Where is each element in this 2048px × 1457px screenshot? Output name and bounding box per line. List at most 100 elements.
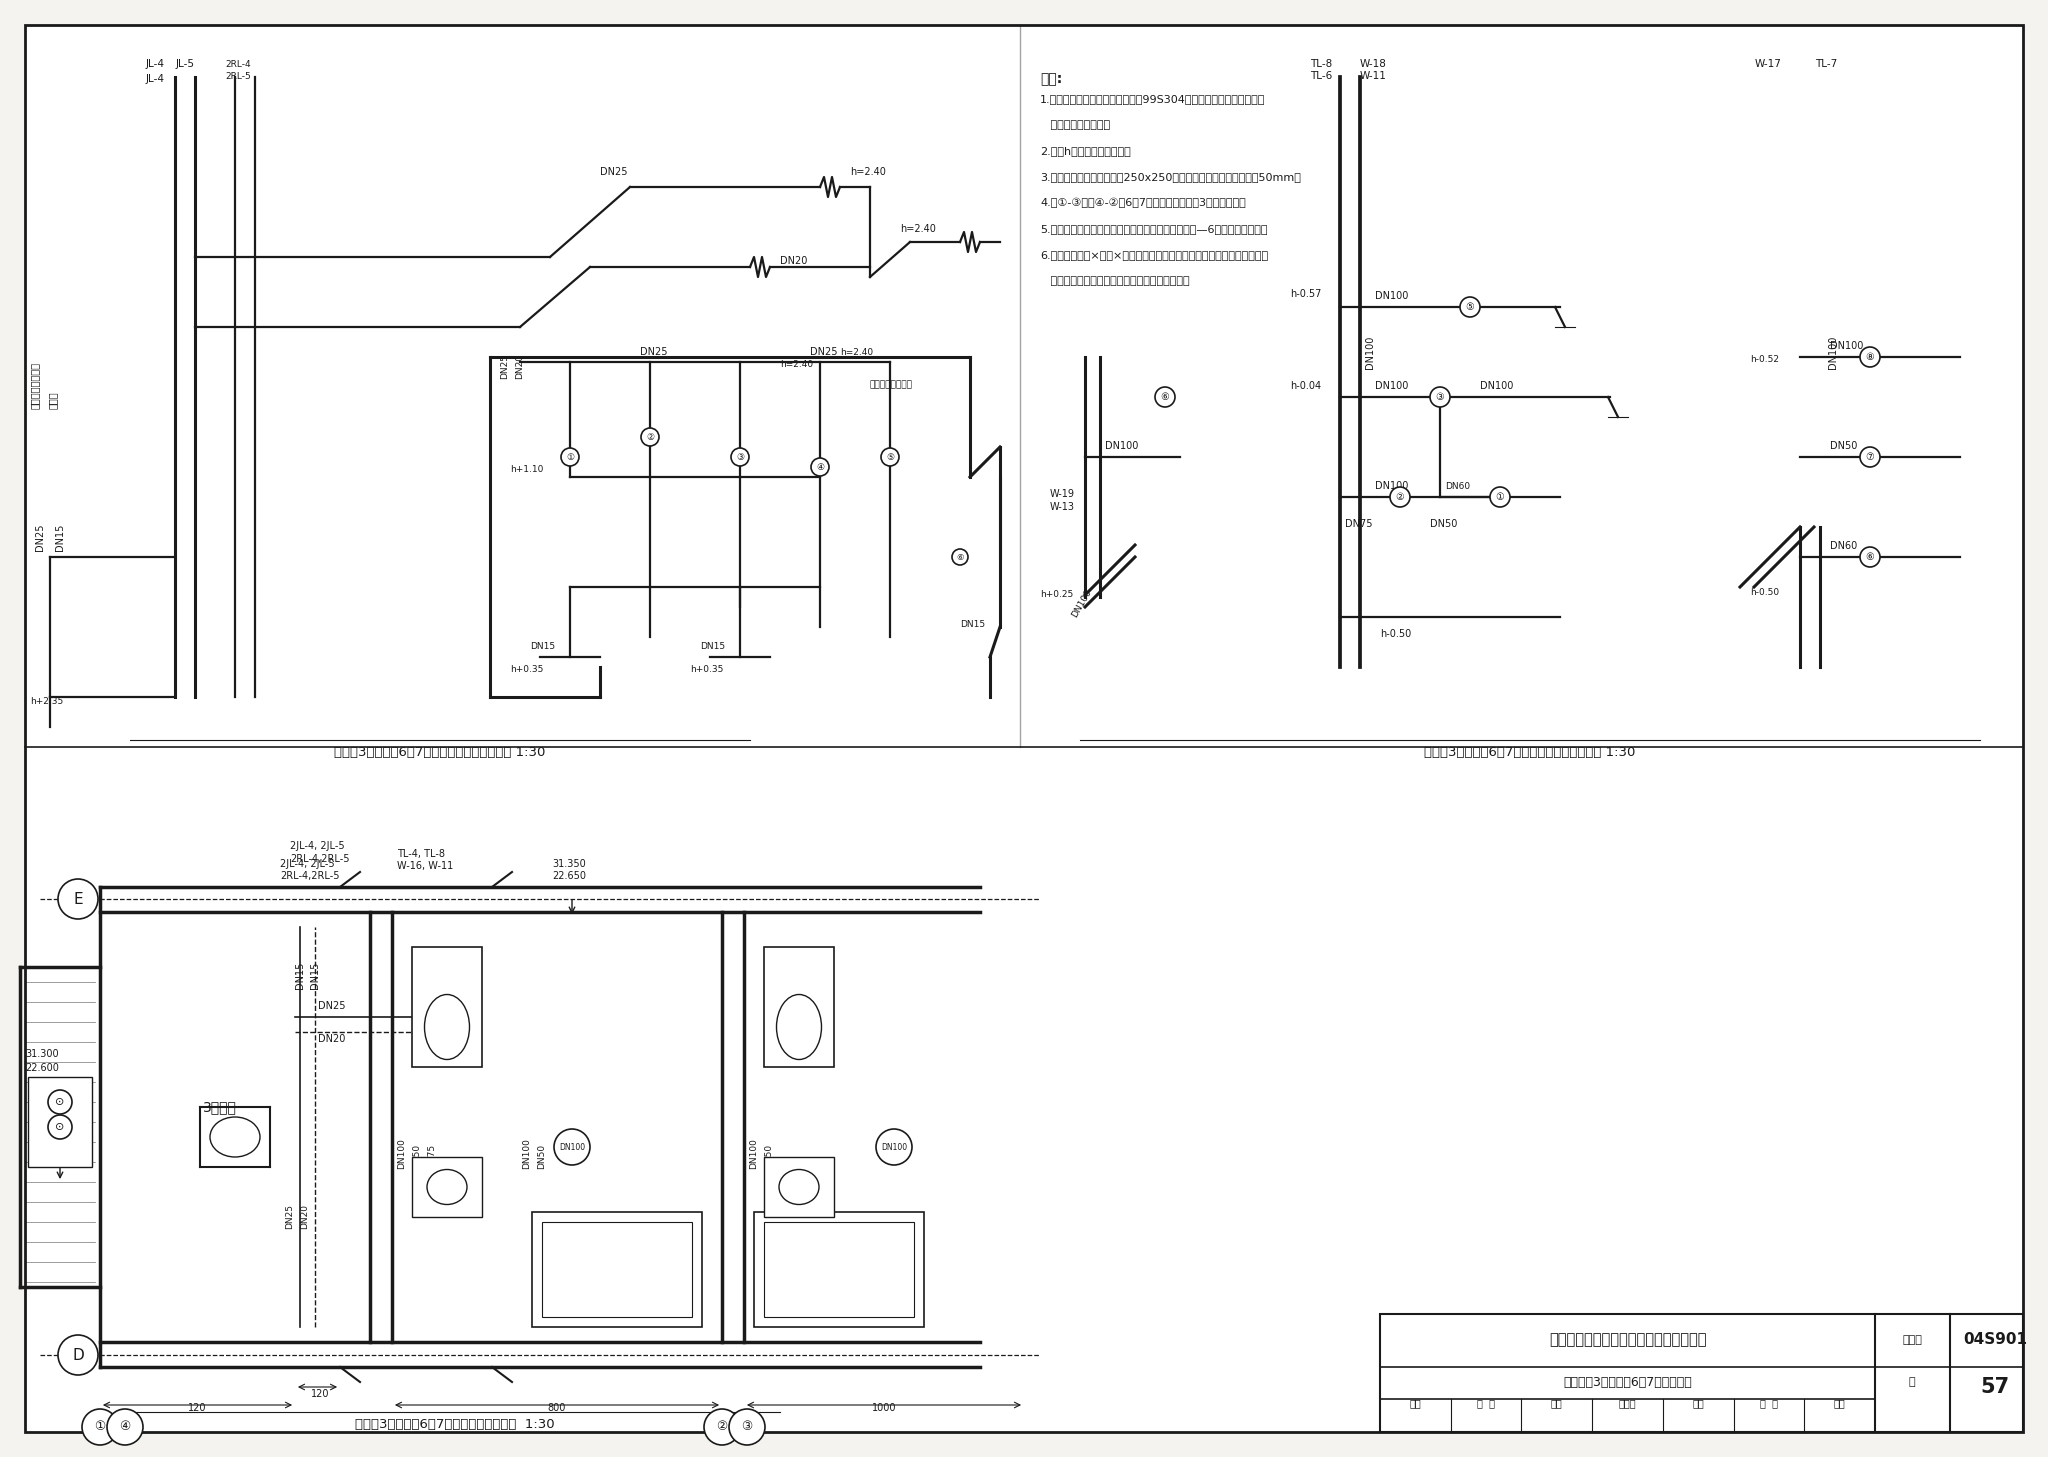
Text: 设计: 设计 xyxy=(1692,1397,1704,1407)
Text: DN60: DN60 xyxy=(1446,482,1470,491)
Text: 审核: 审核 xyxy=(1409,1397,1421,1407)
Circle shape xyxy=(1860,347,1880,367)
Text: （丙一型3号厨房、6、7号卫生间）: （丙一型3号厨房、6、7号卫生间） xyxy=(1563,1375,1692,1389)
Ellipse shape xyxy=(778,1170,819,1205)
Text: 图集号: 图集号 xyxy=(1903,1335,1921,1345)
Text: 校对: 校对 xyxy=(1550,1397,1563,1407)
Circle shape xyxy=(729,1409,766,1445)
Text: JL-5: JL-5 xyxy=(176,58,195,68)
Text: 2JL-4, 2JL-5: 2JL-4, 2JL-5 xyxy=(281,860,334,868)
Text: DN20: DN20 xyxy=(299,1203,309,1230)
Ellipse shape xyxy=(211,1118,260,1157)
Bar xyxy=(754,1212,924,1327)
Bar xyxy=(764,1222,913,1317)
Bar xyxy=(29,1077,92,1167)
Text: DN100: DN100 xyxy=(522,1138,530,1169)
Text: DN50: DN50 xyxy=(1831,441,1858,452)
Text: DN15: DN15 xyxy=(961,621,985,629)
Ellipse shape xyxy=(426,1170,467,1205)
Text: DN15: DN15 xyxy=(530,643,555,651)
Circle shape xyxy=(555,1129,590,1166)
Text: ③: ③ xyxy=(1436,392,1444,402)
Text: 57: 57 xyxy=(1980,1377,2009,1397)
Text: h-0.50: h-0.50 xyxy=(1380,629,1411,640)
Circle shape xyxy=(811,457,829,476)
Text: DN100: DN100 xyxy=(1374,380,1409,390)
Text: ③: ③ xyxy=(741,1421,752,1434)
Text: 800: 800 xyxy=(547,1403,565,1413)
Text: 周  断: 周 断 xyxy=(1759,1397,1778,1407)
Text: E: E xyxy=(74,892,82,906)
Text: 制图: 制图 xyxy=(1833,1397,1845,1407)
Text: DN15: DN15 xyxy=(295,962,305,989)
Text: ⊙: ⊙ xyxy=(55,1122,66,1132)
Text: h+0.25: h+0.25 xyxy=(1040,590,1073,599)
Text: DN75: DN75 xyxy=(426,1144,436,1169)
Text: DN100: DN100 xyxy=(1106,441,1139,452)
Text: 1000: 1000 xyxy=(872,1403,897,1413)
Text: ②: ② xyxy=(645,433,653,441)
Text: ⑤: ⑤ xyxy=(1466,302,1475,312)
Text: 2RL-4,2RL-5: 2RL-4,2RL-5 xyxy=(291,854,350,864)
Text: DN20: DN20 xyxy=(317,1034,346,1045)
Text: ④: ④ xyxy=(815,462,823,472)
Text: DN100: DN100 xyxy=(750,1138,758,1169)
Circle shape xyxy=(1391,487,1409,507)
Text: 6号卫生间: 6号卫生间 xyxy=(539,1281,575,1294)
Text: DN100: DN100 xyxy=(1069,587,1094,619)
Text: 04S901: 04S901 xyxy=(1962,1333,2028,1348)
Text: 知设计按对相应尺寸进行按装情况后再行施工。: 知设计按对相应尺寸进行按装情况后再行施工。 xyxy=(1040,275,1190,286)
Text: DN50: DN50 xyxy=(1430,519,1458,529)
Text: 4.轴①-③与轴④-②的6、7号卫生间，丙一型3号厨房对齐。: 4.轴①-③与轴④-②的6、7号卫生间，丙一型3号厨房对齐。 xyxy=(1040,198,1245,208)
Text: DN20: DN20 xyxy=(780,256,807,267)
Text: ⑥: ⑥ xyxy=(1161,392,1169,402)
Circle shape xyxy=(1860,447,1880,468)
Bar xyxy=(1380,1314,2023,1432)
Circle shape xyxy=(705,1409,739,1445)
Text: 22.650: 22.650 xyxy=(553,871,586,881)
Text: JL-4: JL-4 xyxy=(145,58,164,68)
Text: 31.300: 31.300 xyxy=(25,1049,59,1059)
Ellipse shape xyxy=(776,995,821,1059)
Text: ②: ② xyxy=(1395,492,1405,503)
Text: ⊙: ⊙ xyxy=(55,1097,66,1107)
Circle shape xyxy=(57,1335,98,1375)
Circle shape xyxy=(1430,388,1450,407)
Text: ⑥: ⑥ xyxy=(1866,552,1874,562)
Text: DN100: DN100 xyxy=(1374,481,1409,491)
Text: DN25: DN25 xyxy=(317,1001,346,1011)
Text: ①: ① xyxy=(94,1421,106,1434)
Text: ⑦: ⑦ xyxy=(1866,452,1874,462)
Text: ②: ② xyxy=(717,1421,727,1434)
Circle shape xyxy=(877,1129,911,1166)
Text: ①: ① xyxy=(1495,492,1505,503)
Text: ④: ④ xyxy=(119,1421,131,1434)
Bar xyxy=(412,947,481,1067)
Text: h-0.52: h-0.52 xyxy=(1749,356,1780,364)
Text: W-18: W-18 xyxy=(1360,58,1386,68)
Text: D: D xyxy=(72,1348,84,1362)
Bar xyxy=(764,947,834,1067)
Text: DN25: DN25 xyxy=(35,523,45,551)
Text: h+1.10: h+1.10 xyxy=(510,465,543,474)
Circle shape xyxy=(641,428,659,446)
Text: DN100: DN100 xyxy=(881,1142,907,1151)
Text: 7号卫生间: 7号卫生间 xyxy=(864,1281,903,1294)
Text: ⑤: ⑤ xyxy=(887,453,895,462)
Text: 5.污水立管与通气立管的综合通气管道层数，排水高—6排水系统原理图。: 5.污水立管与通气立管的综合通气管道层数，排水高—6排水系统原理图。 xyxy=(1040,224,1268,235)
Text: h-0.57: h-0.57 xyxy=(1290,288,1321,299)
Ellipse shape xyxy=(424,995,469,1059)
Text: h+2.35: h+2.35 xyxy=(31,696,63,707)
Circle shape xyxy=(57,879,98,919)
Text: 1.接卫生设备的支管高度按照国标99S304设计，施工中应根据对实际: 1.接卫生设备的支管高度按照国标99S304设计，施工中应根据对实际 xyxy=(1040,95,1266,103)
Text: 住宅厨房、卫生间平面放大及管道轴测图: 住宅厨房、卫生间平面放大及管道轴测图 xyxy=(1548,1333,1706,1348)
Text: TL-6: TL-6 xyxy=(1311,71,1333,82)
Text: JL-4: JL-4 xyxy=(145,74,164,85)
Text: ①: ① xyxy=(565,453,573,462)
Text: DN100: DN100 xyxy=(1481,380,1513,390)
Text: DN50: DN50 xyxy=(537,1144,547,1169)
Text: h-0.50: h-0.50 xyxy=(1749,589,1780,597)
Text: DN50: DN50 xyxy=(412,1144,422,1169)
Text: TL-4, TL-8: TL-4, TL-8 xyxy=(397,849,444,860)
Text: W-16, W-11: W-16, W-11 xyxy=(397,861,453,871)
